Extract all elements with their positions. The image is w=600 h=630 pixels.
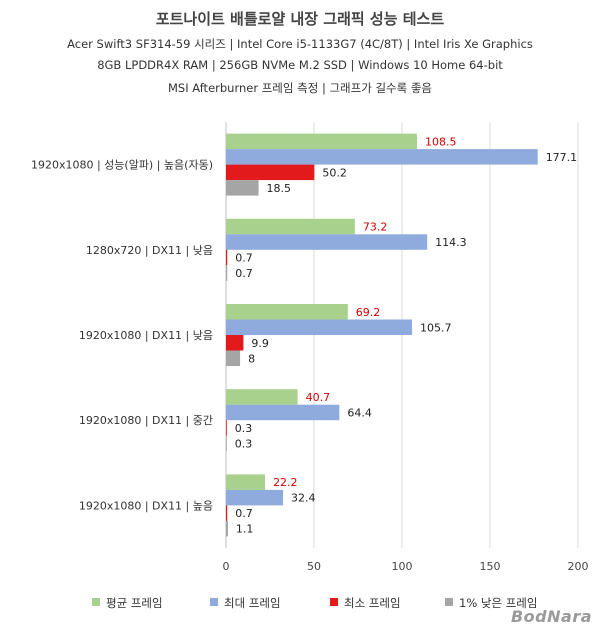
x-tick-label-0: 0 (223, 560, 230, 573)
data-label-s0-c2: 69.2 (356, 306, 381, 319)
data-label-s3-c1: 0.7 (235, 267, 253, 280)
bar-s1-c3 (226, 404, 340, 421)
data-label-s0-c3: 40.7 (306, 391, 331, 404)
watermark-logo: BodNara (510, 607, 592, 626)
legend-swatch-0 (92, 598, 100, 606)
bar-s0-c4 (226, 474, 266, 490)
x-tick-label-2: 100 (392, 560, 413, 573)
bar-s0-c0 (226, 133, 417, 150)
category-label-3: 1920x1080 | DX11 | 중간 (79, 414, 213, 427)
bar-s1-c0 (226, 149, 538, 165)
bar-s1-c2 (226, 319, 413, 335)
bar-s3-c4 (226, 520, 228, 537)
x-tick-label-1: 50 (307, 560, 321, 573)
legend-swatch-2 (330, 598, 338, 606)
bar-s3-c2 (226, 350, 241, 366)
data-label-s3-c2: 8 (248, 352, 255, 365)
bar-s3-c0 (226, 180, 259, 196)
legend-label-0: 평균 프레임 (106, 596, 163, 610)
data-label-s0-c4: 22.2 (273, 476, 298, 489)
data-label-s1-c2: 105.7 (420, 321, 452, 334)
data-label-s2-c0: 50.2 (322, 166, 347, 179)
bar-s1-c1 (226, 234, 428, 250)
bar-s2-c0 (226, 164, 315, 181)
bar-s1-c4 (226, 489, 284, 506)
legend-swatch-1 (210, 598, 218, 606)
chart-subtitle-line-3: MSI Afterburner 프레임 측정 | 그래프가 길수록 좋음 (167, 81, 433, 95)
data-label-s2-c3: 0.3 (235, 422, 253, 435)
data-label-s1-c1: 114.3 (435, 236, 467, 249)
chart-subtitle-line-1: Acer Swift3 SF314-59 시리즈 | Intel Core i5… (67, 37, 533, 51)
category-label-4: 1920x1080 | DX11 | 높음 (79, 499, 213, 512)
bar-s2-c1 (226, 249, 228, 266)
category-label-1: 1280x720 | DX11 | 낮음 (86, 244, 213, 257)
chart-subtitle-line-2: 8GB LPDDR4X RAM | 256GB NVMe M.2 SSD | W… (97, 58, 503, 72)
bar-s0-c3 (226, 389, 298, 405)
category-label-2: 1920x1080 | DX11 | 낮음 (79, 329, 213, 342)
bar-s2-c3 (226, 420, 227, 436)
category-label-0: 1920x1080 | 성능(알파) | 높음(자동) (31, 158, 213, 172)
data-label-s1-c4: 32.4 (291, 492, 316, 505)
data-label-s2-c1: 0.7 (235, 252, 253, 265)
data-label-s3-c3: 0.3 (235, 437, 253, 450)
chart-title: 포트나이트 배틀로얄 내장 그래픽 성능 테스트 (155, 10, 445, 28)
legend-swatch-3 (445, 598, 453, 606)
x-tick-label-3: 150 (480, 560, 501, 573)
data-label-s2-c2: 9.9 (251, 337, 269, 350)
legend-label-2: 최소 프레임 (344, 596, 401, 610)
data-label-s0-c1: 73.2 (363, 221, 388, 234)
data-label-s3-c4: 1.1 (236, 523, 254, 536)
bar-s0-c2 (226, 304, 348, 320)
data-label-s0-c0: 108.5 (425, 135, 457, 148)
data-label-s1-c0: 177.1 (546, 151, 578, 164)
bar-s2-c2 (226, 335, 244, 351)
data-label-s2-c4: 0.7 (235, 507, 253, 520)
bar-s2-c4 (226, 505, 228, 521)
data-label-s1-c3: 64.4 (347, 406, 372, 419)
bar-s3-c3 (226, 435, 227, 452)
bar-s0-c1 (226, 218, 355, 235)
legend-label-3: 1% 낮은 프레임 (459, 596, 537, 610)
data-label-s3-c0: 18.5 (267, 182, 292, 195)
legend-label-1: 최대 프레임 (224, 596, 281, 610)
bar-s3-c1 (226, 265, 228, 281)
x-tick-label-4: 200 (568, 560, 589, 573)
